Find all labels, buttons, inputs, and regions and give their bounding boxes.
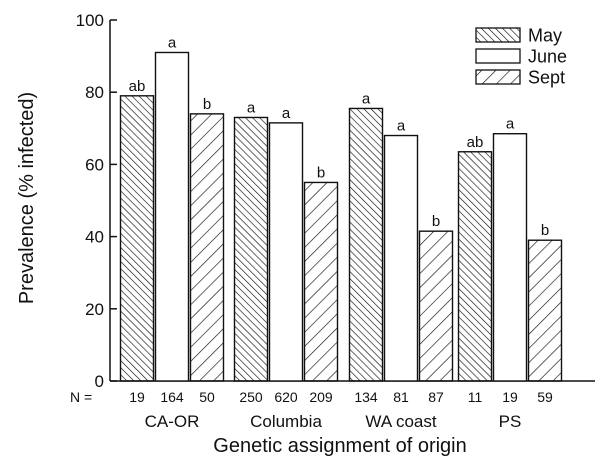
legend-label-may: May: [528, 26, 562, 46]
significance-label: b: [432, 213, 440, 230]
bar-sept-ca-or: [189, 113, 225, 382]
sample-size-label: 81: [393, 389, 409, 405]
significance-label: b: [541, 222, 549, 239]
y-axis-title: Prevalence (% infected): [16, 92, 38, 304]
significance-label: a: [362, 90, 371, 107]
significance-label: a: [168, 34, 177, 51]
legend-label-june: June: [528, 47, 567, 67]
significance-label: ab: [129, 78, 146, 95]
sample-size-label: 164: [160, 389, 184, 405]
legend-swatch-sept: [475, 69, 521, 85]
significance-label: b: [317, 164, 325, 181]
category-label: WA coast: [365, 412, 436, 431]
y-tick-label: 40: [85, 228, 104, 247]
bar-may-ps: [457, 151, 493, 382]
sample-size-label: 50: [199, 389, 215, 405]
category-label: Columbia: [250, 412, 322, 431]
significance-label: ab: [467, 134, 484, 151]
bar-june-ca-or: [154, 51, 190, 382]
bar-june-columbia: [268, 122, 304, 382]
legend-label-sept: Sept: [528, 68, 565, 88]
y-tick-label: 80: [85, 83, 104, 102]
sample-size-label: 11: [468, 389, 483, 405]
bar-may-ca-or: [119, 95, 155, 382]
significance-label: b: [203, 96, 211, 113]
bar-sept-wa-coast: [418, 230, 454, 382]
y-tick-label: 60: [85, 155, 104, 174]
sample-size-label: 19: [129, 389, 145, 405]
category-label: PS: [499, 412, 522, 431]
sample-size-label: 87: [428, 389, 444, 405]
bars-group: [119, 51, 563, 382]
significance-label: a: [247, 99, 256, 116]
bar-sept-columbia: [303, 181, 339, 382]
y-tick-label: 100: [76, 11, 104, 30]
legend-swatch-june: [475, 48, 521, 64]
legend-swatch-may: [475, 27, 521, 43]
n-prefix-label: N =: [70, 389, 92, 405]
y-tick-label: 0: [95, 372, 104, 391]
sample-size-label: 620: [274, 389, 298, 405]
significance-label: a: [506, 116, 515, 133]
labels-group: ab19a164b50CA-ORa250a620b209Columbiaa134…: [70, 34, 553, 431]
significance-label: a: [282, 105, 291, 122]
x-axis-title: Genetic assignment of origin: [213, 435, 466, 457]
bar-may-columbia: [233, 116, 269, 382]
sample-size-label: 209: [309, 389, 333, 405]
sample-size-label: 250: [239, 389, 263, 405]
bar-may-wa-coast: [348, 107, 384, 382]
significance-label: a: [397, 118, 406, 135]
sample-size-label: 19: [502, 389, 518, 405]
bar-june-wa-coast: [383, 134, 419, 382]
bar-june-ps: [492, 133, 528, 382]
y-tick-label: 20: [85, 300, 104, 319]
sample-size-label: 59: [537, 389, 553, 405]
sample-size-label: 134: [354, 389, 378, 405]
category-label: CA-OR: [145, 412, 200, 431]
bar-sept-ps: [527, 239, 563, 382]
